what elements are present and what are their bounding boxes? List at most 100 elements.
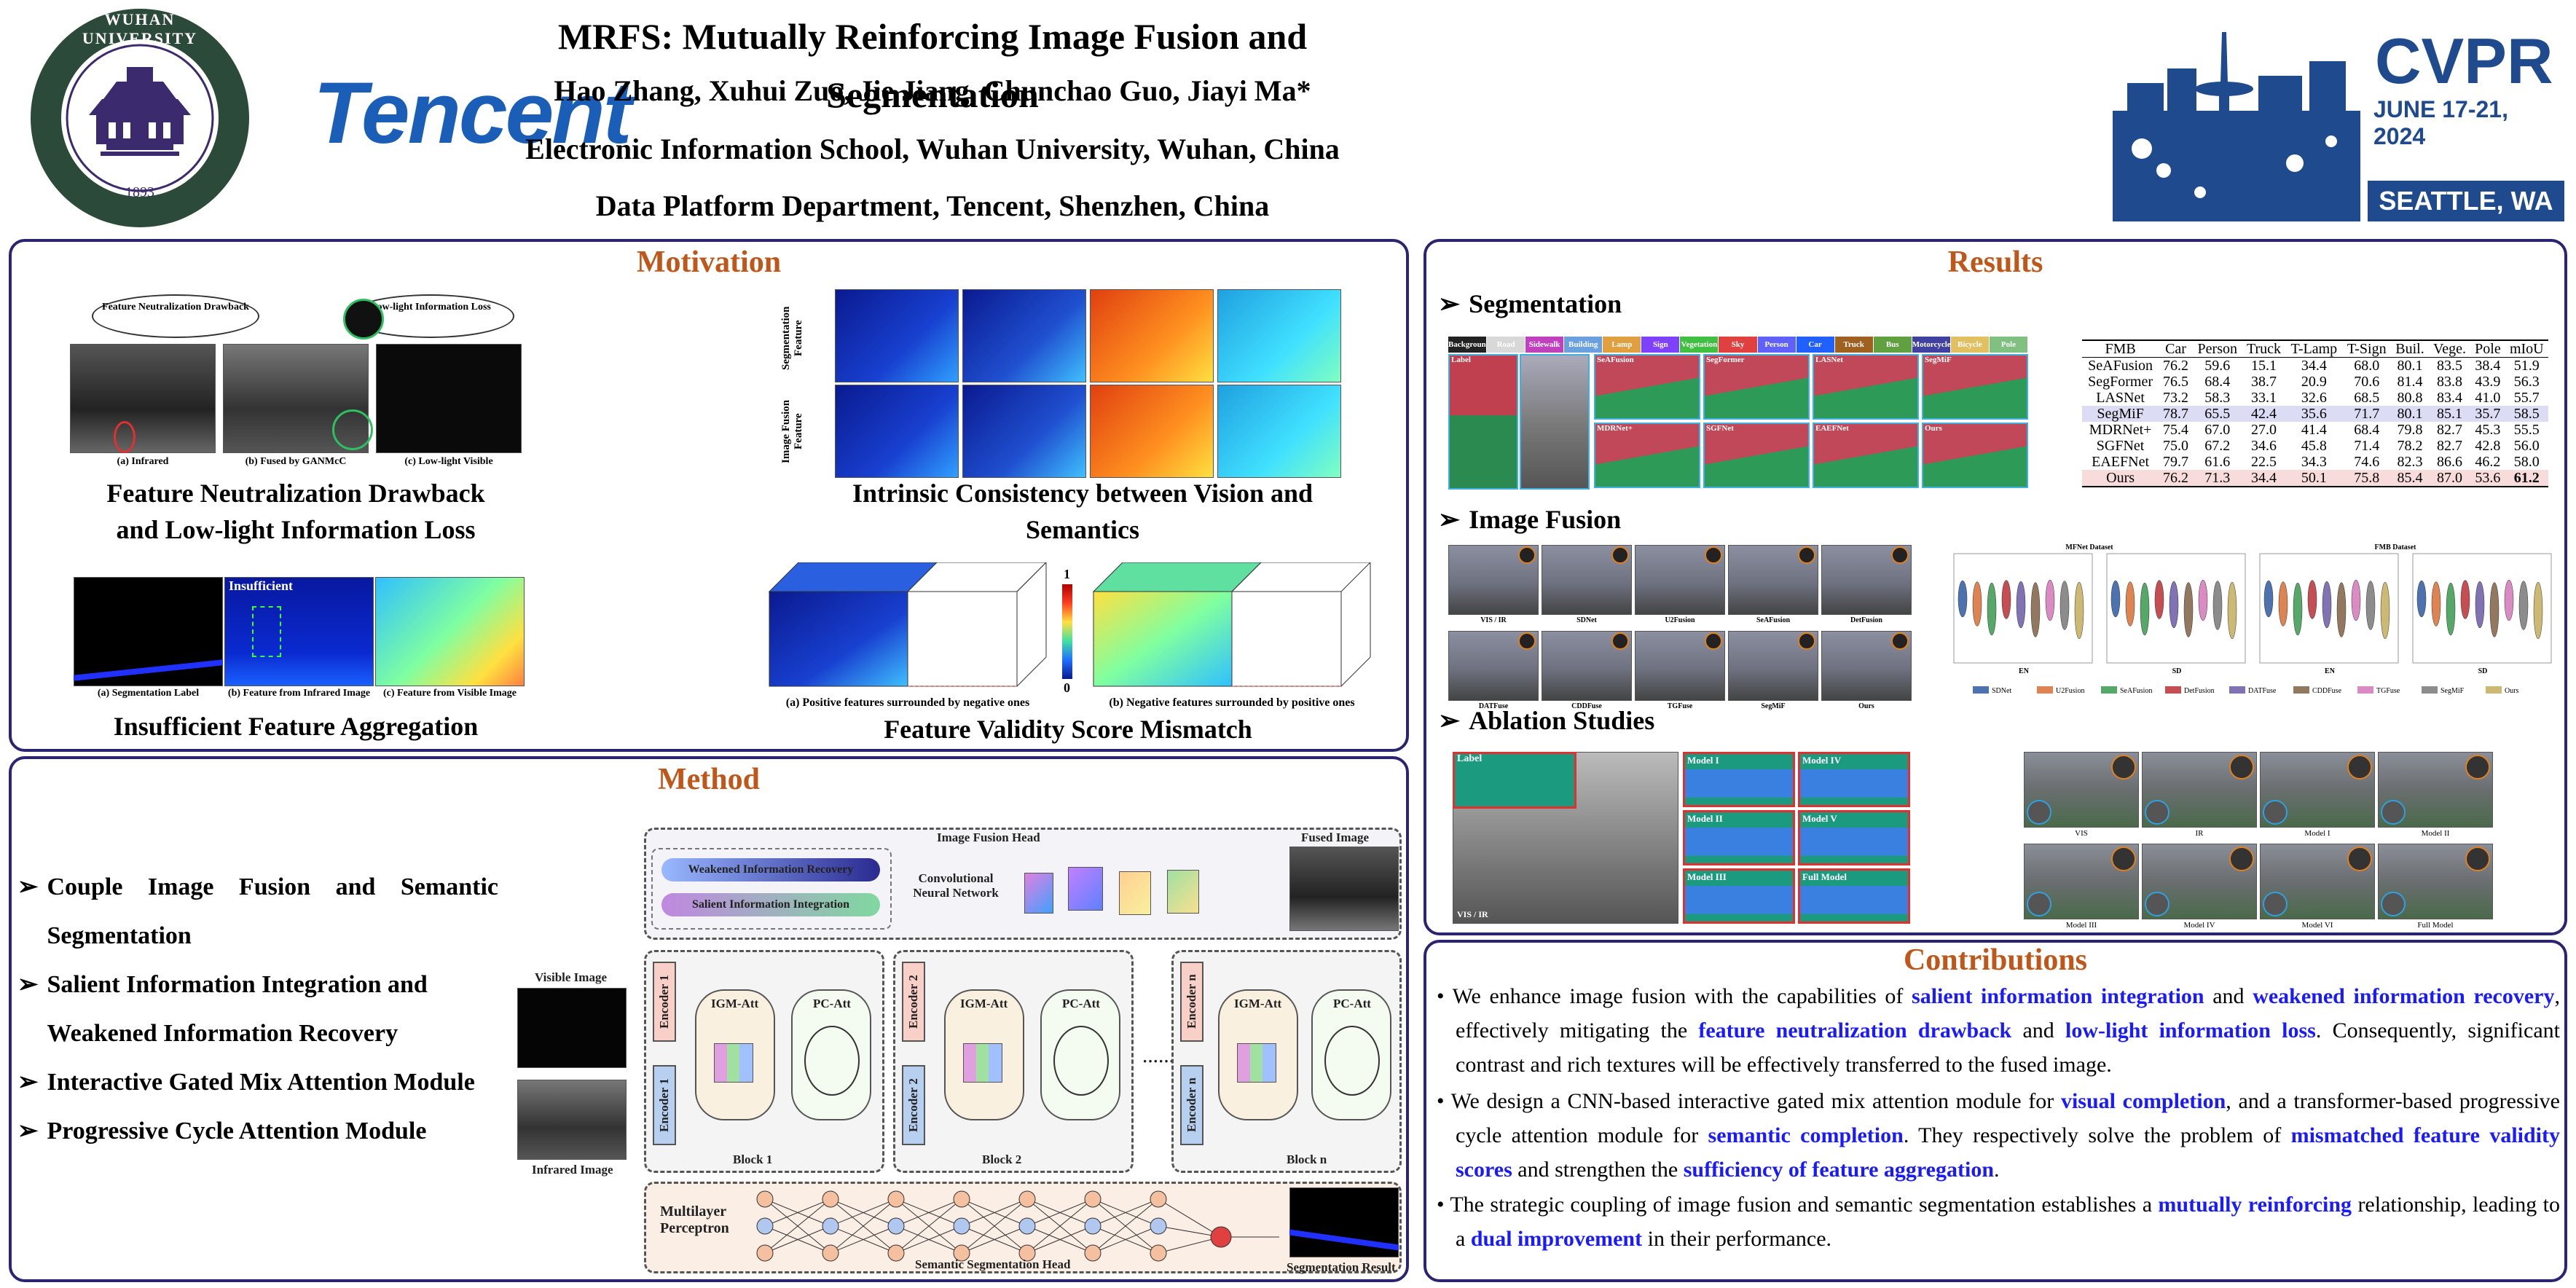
table-cell: 61.6: [2204, 454, 2231, 470]
fig2-seg-feature-4: [1217, 289, 1341, 382]
fig2-fusion-feature-1: [835, 385, 959, 478]
fig3-infrared-feature: [224, 577, 374, 686]
igm-att-label: IGM-Att: [711, 997, 759, 1010]
violin-legend-label: U2Fusion: [2056, 687, 2084, 695]
table-row: Ours 76.2 71.3 34.4 50.1 75.8 85.4 87.0 53.6 61.2: [2082, 470, 2548, 487]
fig3-label-b: (b) Feature from Infrared Image: [227, 688, 371, 699]
zoom-circle: [1518, 632, 1536, 650]
seg-legend-item: Vegetation: [1680, 337, 1719, 353]
violin-mark: [2307, 580, 2317, 619]
table-cell: 42.4: [2251, 406, 2277, 422]
fig2-fusion-feature-3: [1090, 385, 1214, 478]
fig4-colorbar: [1062, 584, 1072, 679]
violin-mark: [2198, 579, 2208, 621]
seg-tile-label: Ours: [1925, 424, 1942, 433]
violin-mark: [2263, 580, 2274, 618]
table-row: SGFNet 75.0 67.2 34.6 45.8 71.4 78.2 82.7 42.8 56…: [2082, 438, 2548, 454]
fusion-tile-label: DATFuse: [1478, 702, 1509, 710]
violin-mark: [2431, 581, 2441, 627]
results-panel: Results ➢ Segmentation Background Road Side…: [1424, 239, 2567, 935]
violin-mark: [2030, 582, 2041, 637]
arrow-bullet-icon: ➢: [17, 1069, 39, 1096]
table-cell: 53.6: [2475, 470, 2501, 486]
fusion-tile-label: U2Fusion: [1665, 616, 1695, 624]
arrow-bullet-icon: ➢: [17, 873, 39, 900]
violin-axis-label: SD: [2478, 667, 2488, 675]
table-cell: 58.3: [2204, 390, 2231, 406]
authors: Hao Zhang, Xuhui Zuo, Jie Jiang, Chuncha…: [554, 74, 1311, 107]
method-item: ➢ Couple Image Fusion and Semantic Segmen…: [17, 863, 498, 960]
table-cell: 68.0: [2354, 358, 2380, 374]
table-header-cell: Buil.: [2395, 341, 2424, 357]
seg-method-tile: [1813, 354, 1919, 420]
ablation-fusion-label: IR: [2195, 829, 2204, 838]
fig2-fusion-feature-4: [1217, 385, 1341, 478]
table-cell: 85.4: [2397, 470, 2423, 486]
violin-mark: [2460, 580, 2470, 619]
table-row: SegMiF 78.7 65.5 42.4 35.6 71.7 80.1 85.1 35.7 58…: [2082, 406, 2548, 422]
violin-mark: [2416, 580, 2427, 618]
image-fusion-subtitle: ➢ Image Fusion: [1438, 505, 1622, 534]
violin-legend-swatch: [2422, 686, 2438, 694]
zoom-circle: [2465, 755, 2490, 780]
table-cell: EAEFNet: [2092, 454, 2150, 470]
zoom-circle: [2229, 847, 2254, 871]
cvpr-city: SEATTLE, WA: [2368, 181, 2564, 221]
table-cell: 58.5: [2513, 406, 2540, 422]
seg-legend-item: Sidewalk: [1525, 337, 1565, 353]
seg-legend-item: Lamp: [1603, 337, 1642, 353]
violin-mark: [2518, 581, 2529, 630]
fusion-tile-label: CDDFuse: [1571, 702, 1602, 710]
cycle-icon: [1053, 1026, 1109, 1096]
violin-mark: [2322, 581, 2332, 629]
block-n-label: Block n: [1287, 1152, 1327, 1166]
igm-att-label: IGM-Att: [960, 997, 1008, 1010]
seg-result-grid: Label SeAFusion SegFormer LASNet SegMiF MDRNe…: [1448, 354, 2028, 490]
fusion-tile-label: SeAFusion: [1756, 616, 1791, 624]
table-cell: 80.1: [2397, 406, 2423, 422]
ablation-label-inset: [1453, 752, 1576, 809]
violin-legend-label: DetFusion: [2184, 687, 2215, 695]
violin-mark: [1957, 580, 1968, 618]
zoom-circle: [1518, 546, 1536, 564]
seg-legend-item: Building: [1564, 337, 1603, 353]
ablation-seg-tile: [1683, 752, 1795, 807]
arrow-bullet-icon: ➢: [1438, 706, 1461, 735]
fig4-label-a: (a) Positive features surrounded by nega…: [785, 696, 1030, 709]
seg-tile-label: SGFNet: [1706, 424, 1734, 433]
seg-legend-item: Bicycle: [1950, 337, 1990, 353]
ablation-seg-tile: [1683, 868, 1795, 924]
contribution-item: • The strategic coupling of image fusion…: [1437, 1193, 2560, 1251]
fusion-tile-label: SDNet: [1576, 616, 1597, 624]
cnn-block: [1068, 867, 1103, 911]
fig3-caption: Insufficient Feature Aggregation: [113, 712, 479, 741]
table-cell: 45.3: [2475, 422, 2501, 438]
fig2-fusion-feature-2: [962, 385, 1086, 478]
zoom-circle: [2111, 847, 2136, 871]
fig4-scale-top: 1: [1064, 567, 1070, 581]
table-cell: 76.2: [2163, 358, 2189, 374]
violin-legend-label: SDNet: [1992, 687, 2011, 695]
table-cell: 41.4: [2301, 422, 2327, 438]
zoom-circle: [1705, 546, 1722, 564]
cnn-block: [1167, 870, 1199, 914]
table-cell: 86.6: [2437, 454, 2463, 470]
fig1-label-c: (c) Low-light Visible: [404, 456, 493, 467]
zoom-circle: [2229, 755, 2254, 780]
violin-legend-label: SegMiF: [2440, 687, 2465, 695]
block-1-label: Block 1: [733, 1152, 773, 1166]
method-list: ➢ Couple Image Fusion and Semantic Segmen…: [17, 863, 498, 1155]
violin-legend-swatch: [2357, 686, 2373, 694]
fig4-caption: Feature Validity Score Mismatch: [884, 715, 1252, 744]
zoom-circle: [2263, 892, 2288, 916]
table-cell: 83.5: [2437, 358, 2463, 374]
table-cell: 15.1: [2251, 358, 2277, 374]
table-header-cell: Vege.: [2433, 341, 2467, 357]
seg-legend-item: Sky: [1719, 337, 1758, 353]
table-cell: 46.2: [2475, 454, 2501, 470]
violin-mark: [2533, 581, 2543, 640]
block-2-label: Block 2: [982, 1152, 1022, 1166]
table-cell: 73.2: [2163, 390, 2189, 406]
violin-chart: MFNet Dataset FMB Dataset EN SD EN SD SDNet U2F…: [1944, 541, 2556, 715]
table-cell: 61.2: [2513, 470, 2540, 486]
